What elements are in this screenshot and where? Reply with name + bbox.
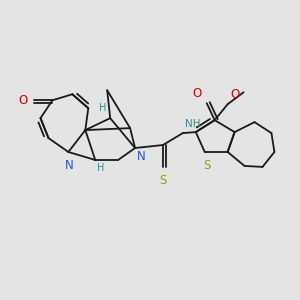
Text: S: S: [203, 159, 210, 172]
Text: O: O: [18, 94, 28, 107]
Text: N: N: [65, 159, 74, 172]
Text: H: H: [97, 163, 105, 173]
Text: NH: NH: [185, 119, 200, 129]
Text: O: O: [231, 88, 240, 101]
Text: N: N: [137, 150, 146, 163]
Text: O: O: [193, 87, 202, 100]
Text: S: S: [159, 174, 167, 187]
Text: H: H: [99, 103, 106, 113]
